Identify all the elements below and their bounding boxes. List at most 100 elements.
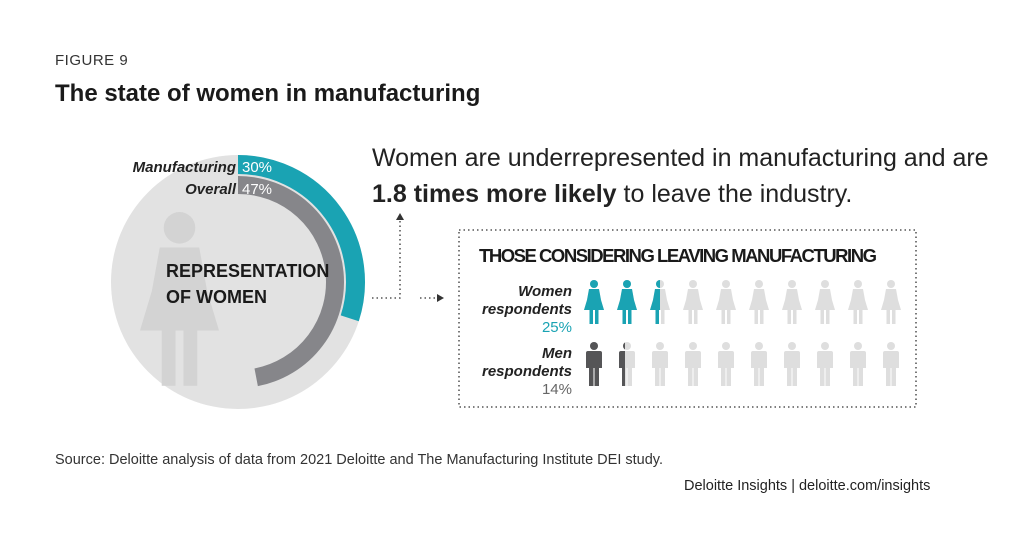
leg [594, 367, 599, 386]
woman-icon-empty [848, 280, 868, 324]
leg [760, 310, 764, 324]
woman-icon-empty [815, 280, 835, 324]
leg [825, 367, 830, 386]
leg [727, 310, 731, 324]
leg [721, 310, 725, 324]
leg [891, 367, 896, 386]
leg [853, 310, 857, 324]
dress [716, 289, 736, 310]
head [590, 280, 598, 288]
headline-bold: 1.8 times more likely [372, 180, 617, 208]
torso [751, 351, 767, 368]
man-icon-empty [850, 342, 866, 386]
leg [661, 310, 665, 324]
row-label-line2: respondents [482, 301, 572, 318]
woman-icon-empty [683, 280, 703, 324]
man-icon-empty [718, 342, 734, 386]
torso [850, 351, 866, 368]
leg [655, 310, 659, 324]
man-icon-empty [817, 342, 833, 386]
dress [683, 289, 703, 310]
panel-border [458, 229, 917, 408]
figure-label: FIGURE 9 [55, 52, 129, 69]
leg [858, 367, 863, 386]
leg [892, 310, 896, 324]
man-icon-empty [883, 342, 899, 386]
leg [886, 310, 890, 324]
dress [140, 247, 219, 331]
torso [784, 351, 800, 368]
head [755, 280, 763, 288]
leg [826, 310, 830, 324]
head [887, 342, 895, 350]
leg [793, 310, 797, 324]
leg [660, 367, 665, 386]
torso [652, 351, 668, 368]
head [854, 342, 862, 350]
row-label-line2: respondents [482, 363, 572, 380]
dress [584, 289, 604, 310]
dress [782, 289, 802, 310]
leg [754, 310, 758, 324]
woman-icon-filled [584, 280, 604, 324]
row-value: 14% [542, 381, 572, 398]
head [590, 342, 598, 350]
leg [754, 367, 759, 386]
leg [792, 367, 797, 386]
leg [595, 310, 599, 324]
leg [787, 310, 791, 324]
row-value: 25% [542, 319, 572, 336]
head [887, 280, 895, 288]
arrow-up-icon [396, 213, 404, 220]
woman-icon-empty [881, 280, 901, 324]
headline: Women are underrepresented in manufactur… [372, 140, 992, 212]
leg [759, 367, 764, 386]
leg [853, 367, 858, 386]
leg [859, 310, 863, 324]
leg [183, 330, 198, 386]
leg [622, 367, 625, 386]
woman-icon-empty [749, 280, 769, 324]
dress [749, 289, 769, 310]
arc-overall [237, 176, 344, 387]
man-icon-filled [586, 342, 602, 386]
woman-icon-filled [617, 280, 637, 324]
row-label-line1: Women [518, 283, 572, 300]
torso [586, 351, 602, 368]
label-manufacturing: Manufacturing [133, 159, 236, 176]
leg [589, 367, 594, 386]
head [623, 280, 631, 288]
woman-icon-empty [716, 280, 736, 324]
man-icon-empty [685, 342, 701, 386]
leg [688, 310, 692, 324]
leg [820, 310, 824, 324]
leg [820, 367, 825, 386]
leg [628, 310, 632, 324]
head [623, 342, 625, 350]
value-overall: 47% [242, 181, 272, 198]
head [722, 342, 730, 350]
leg [589, 310, 593, 324]
panel-title: THOSE CONSIDERING LEAVING MANUFACTURING [479, 245, 877, 266]
woman-icon-filled [650, 280, 660, 324]
row-label-line1: Men [542, 345, 572, 362]
value-manufacturing: 30% [242, 159, 272, 176]
head [821, 342, 829, 350]
head [656, 342, 664, 350]
figure-title: The state of women in manufacturing [55, 80, 481, 107]
leg [627, 367, 632, 386]
leg [726, 367, 731, 386]
head [656, 280, 660, 288]
leg [721, 367, 726, 386]
dress [617, 289, 637, 310]
leg [655, 367, 660, 386]
woman-silhouette-icon [140, 212, 219, 386]
head [689, 280, 697, 288]
man-icon-empty [784, 342, 800, 386]
head [788, 280, 796, 288]
arc-manufacturing [237, 155, 365, 322]
head [821, 280, 829, 288]
man-icon-empty [652, 342, 668, 386]
